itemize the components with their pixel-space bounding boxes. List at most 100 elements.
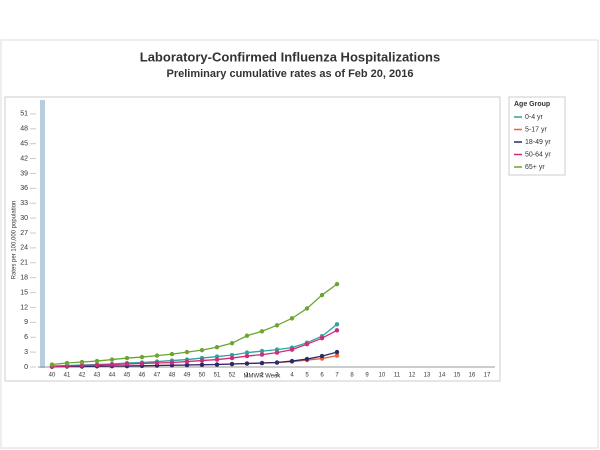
data-point	[259, 360, 265, 366]
data-point	[334, 349, 340, 355]
x-tick-label: 48	[169, 373, 176, 379]
data-point	[139, 361, 145, 366]
y-tick-label: 33	[20, 200, 28, 207]
data-point	[229, 355, 235, 361]
data-point	[49, 362, 55, 367]
y-tick-label: 0	[24, 364, 28, 371]
data-point	[214, 344, 220, 350]
x-tick-label: 43	[94, 373, 101, 379]
x-tick-label: 40	[49, 373, 56, 379]
x-tick-label: 46	[139, 373, 146, 379]
x-tick-label: 9	[365, 373, 369, 379]
x-tick-label: 2	[260, 373, 264, 379]
data-point	[259, 329, 265, 334]
data-point	[244, 361, 250, 366]
y-tick-label: 18	[20, 275, 28, 282]
data-point	[184, 362, 190, 368]
y-tick-label: 51	[20, 111, 28, 118]
y-tick-label: 45	[20, 141, 28, 148]
data-point	[154, 353, 160, 358]
y-tick-label: 48	[20, 126, 28, 133]
x-tick-label: 5	[305, 373, 309, 379]
data-point	[304, 306, 310, 311]
chart-subtitle: Preliminary cumulative rates as of Feb 2…	[166, 68, 413, 80]
series-line	[51, 329, 338, 368]
x-tick-label: 8	[350, 373, 354, 379]
x-tick-label: 49	[184, 373, 191, 379]
x-tick-label: 10	[379, 373, 386, 379]
data-point	[274, 360, 280, 365]
data-point	[229, 340, 235, 346]
data-point	[259, 348, 265, 354]
data-point	[334, 322, 340, 327]
data-point	[109, 362, 115, 367]
legend-label: 5-17 yr	[525, 126, 547, 133]
data-point	[244, 333, 250, 338]
data-point	[154, 360, 160, 366]
y-tick-label: 21	[20, 260, 28, 267]
data-point	[304, 341, 310, 347]
x-tick-label: 6	[320, 373, 324, 379]
x-axis-label: MMWR Week	[244, 374, 282, 380]
data-point	[244, 353, 250, 359]
data-point	[79, 359, 85, 365]
data-point	[169, 351, 175, 357]
legend	[508, 96, 566, 176]
legend-label: 0-4 yr	[525, 114, 544, 121]
x-tick-label: 47	[154, 373, 161, 379]
series-line	[51, 351, 338, 368]
frame	[0, 39, 599, 449]
data-point	[64, 360, 70, 366]
data-point	[319, 336, 325, 341]
legend-label: 18-49 yr	[525, 139, 551, 146]
data-point	[199, 362, 205, 367]
x-tick-label: 13	[424, 373, 431, 379]
x-tick-label: 51	[214, 373, 221, 379]
legend-title: Age Group	[514, 101, 550, 108]
y-tick-label: 15	[20, 289, 28, 296]
data-point	[94, 358, 100, 364]
series-line	[51, 283, 338, 366]
data-point	[214, 362, 220, 367]
data-point	[244, 350, 250, 355]
data-point	[184, 359, 190, 364]
data-point	[289, 358, 295, 364]
data-point	[334, 328, 340, 333]
y-tick-label: 30	[20, 215, 28, 222]
x-tick-label: 44	[109, 373, 116, 379]
data-point	[109, 357, 115, 362]
data-point	[139, 354, 145, 360]
x-tick-label: 14	[439, 373, 446, 379]
y-tick-label: 36	[20, 185, 28, 192]
x-tick-label: 42	[79, 373, 86, 379]
data-point	[274, 350, 280, 355]
x-tick-label: 16	[469, 373, 476, 379]
data-point	[124, 355, 130, 361]
data-point	[334, 353, 340, 358]
x-tick-label: 11	[394, 373, 401, 379]
data-point	[124, 361, 130, 367]
data-point	[319, 353, 325, 359]
data-point	[184, 349, 190, 355]
plot-frame	[4, 96, 501, 382]
y-tick-label: 6	[24, 334, 28, 341]
x-tick-label: 7	[335, 373, 339, 379]
data-point	[214, 357, 220, 362]
x-tick-label: 3	[275, 373, 279, 379]
data-point	[289, 316, 295, 321]
y-tick-label: 12	[20, 304, 28, 311]
data-point	[289, 347, 295, 352]
y-tick-label: 27	[20, 230, 28, 237]
data-point	[334, 281, 340, 287]
x-tick-label: 17	[484, 373, 491, 379]
x-tick-label: 52	[229, 373, 236, 379]
y-tick-label: 24	[20, 245, 28, 252]
y-axis-label: Rates per 100,000 population	[12, 201, 18, 280]
data-point	[304, 356, 310, 362]
data-point	[229, 361, 235, 367]
data-point	[319, 292, 325, 298]
data-point	[199, 347, 205, 353]
x-tick-label: 45	[124, 373, 131, 379]
chart-title: Laboratory-Confirmed Influenza Hospitali…	[140, 49, 440, 64]
